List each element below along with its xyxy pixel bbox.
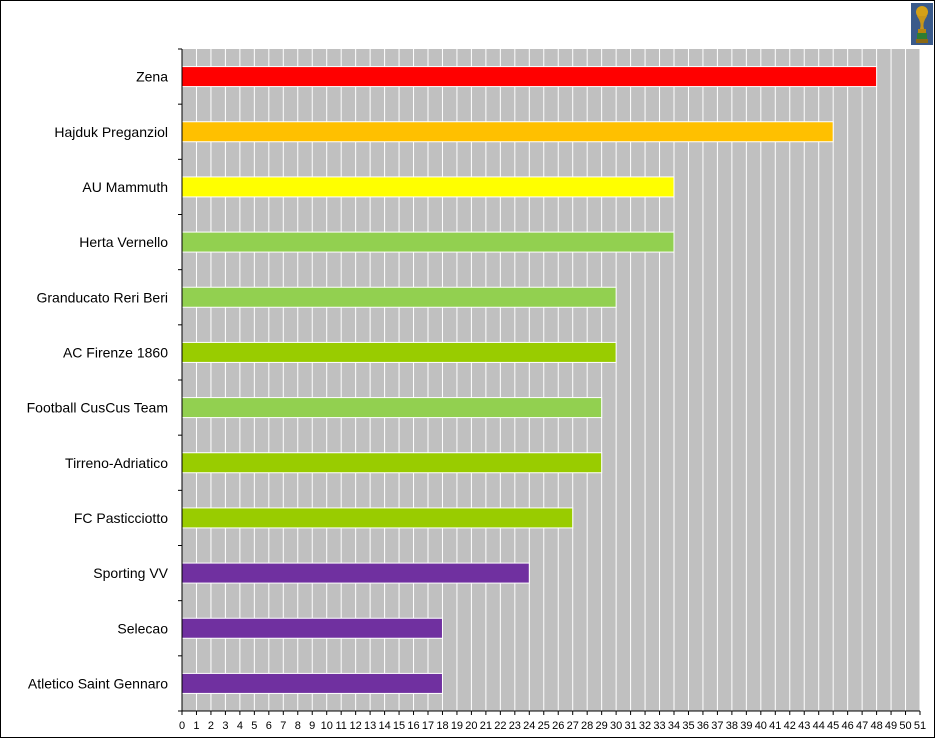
bar	[181, 286, 617, 308]
x-tick-label: 43	[798, 720, 810, 732]
axes	[178, 48, 921, 715]
bar	[181, 672, 443, 694]
x-tick-label: 34	[668, 720, 680, 732]
bar	[181, 562, 530, 584]
x-tick-labels: 0 1 2 3 4 5 6 7 8 9 10 11 12 13 14 15 16 17 18 19 20 21 22 23 24…	[179, 720, 926, 732]
x-tick-label: 51	[914, 720, 926, 732]
bar	[181, 121, 834, 143]
x-tick-label: 33	[653, 720, 665, 732]
x-tick-label: 9	[309, 720, 315, 732]
plot-background	[182, 49, 920, 711]
x-tick-label: 19	[451, 720, 463, 732]
x-tick-label: 11	[335, 720, 346, 732]
category-label: Zena	[136, 69, 168, 85]
x-tick-label: 28	[581, 720, 593, 732]
x-tick-label: 36	[697, 720, 709, 732]
bar	[181, 617, 443, 639]
bar	[181, 176, 675, 198]
x-tick-label: 10	[321, 720, 333, 732]
x-tick-label: 42	[784, 720, 796, 732]
x-tick-label: 46	[842, 720, 854, 732]
x-tick-label: 39	[740, 720, 752, 732]
category-label: Hajduk Preganziol	[54, 124, 168, 140]
x-tick-label: 20	[465, 720, 477, 732]
x-tick-label: 31	[624, 720, 636, 732]
x-tick-label: 44	[813, 720, 825, 732]
x-tick-label: 3	[222, 720, 228, 732]
x-tick-label: 47	[856, 720, 868, 732]
x-tick-label: 37	[711, 720, 723, 732]
bar	[181, 507, 574, 529]
x-tick-label: 50	[899, 720, 911, 732]
x-tick-label: 17	[422, 720, 434, 732]
bar	[181, 66, 878, 88]
x-tick-label: 5	[251, 720, 257, 732]
bar	[181, 397, 603, 419]
x-tick-label: 26	[552, 720, 564, 732]
x-tick-label: 1	[193, 720, 199, 732]
x-tick-label: 25	[538, 720, 550, 732]
x-tick-label: 12	[350, 720, 362, 732]
bar	[181, 231, 675, 253]
category-label: Granducato Reri Beri	[36, 289, 168, 305]
x-tick-label: 4	[237, 720, 243, 732]
category-label: Tirreno-Adriatico	[65, 455, 168, 471]
x-tick-label: 27	[567, 720, 579, 732]
x-tick-label: 29	[596, 720, 608, 732]
category-label: AU Mammuth	[82, 179, 168, 195]
plot-area	[182, 49, 920, 711]
bar	[181, 341, 617, 363]
x-tick-label: 48	[870, 720, 882, 732]
world-cup-trophy-icon	[911, 3, 933, 45]
x-tick-label: 22	[494, 720, 506, 732]
category-label: Football CusCus Team	[27, 400, 168, 416]
x-tick-label: 14	[378, 720, 390, 732]
x-tick-label: 41	[769, 720, 781, 732]
x-tick-label: 24	[523, 720, 535, 732]
x-tick-label: 15	[393, 720, 405, 732]
category-label: AC Firenze 1860	[63, 344, 168, 360]
x-tick-label: 30	[610, 720, 622, 732]
category-label: Herta Vernello	[79, 234, 168, 250]
x-tick-label: 38	[726, 720, 738, 732]
x-tick-label: 8	[295, 720, 301, 732]
x-tick-label: 7	[280, 720, 286, 732]
x-tick-label: 21	[480, 720, 492, 732]
category-labels: Zena Hajduk Preganziol AU Mammuth Herta Ver…	[27, 69, 169, 692]
bars	[181, 66, 878, 694]
category-label: Atletico Saint Gennaro	[28, 675, 168, 691]
x-tick-label: 23	[509, 720, 521, 732]
x-tick-label: 0	[179, 720, 185, 732]
x-tick-label: 6	[266, 720, 272, 732]
x-tick-label: 35	[682, 720, 694, 732]
x-tick-label: 49	[885, 720, 897, 732]
category-label: Selecao	[117, 620, 168, 636]
gridlines	[195, 49, 921, 711]
x-tick-label: 40	[755, 720, 767, 732]
x-tick-label: 45	[827, 720, 839, 732]
x-tick-label: 2	[208, 720, 214, 732]
category-label: Sporting VV	[93, 565, 168, 581]
x-tick-label: 18	[436, 720, 448, 732]
category-label: FC Pasticciotto	[74, 510, 168, 526]
bar	[181, 452, 603, 474]
x-tick-label: 16	[407, 720, 419, 732]
x-tick-label: 32	[639, 720, 651, 732]
x-tick-label: 13	[364, 720, 376, 732]
